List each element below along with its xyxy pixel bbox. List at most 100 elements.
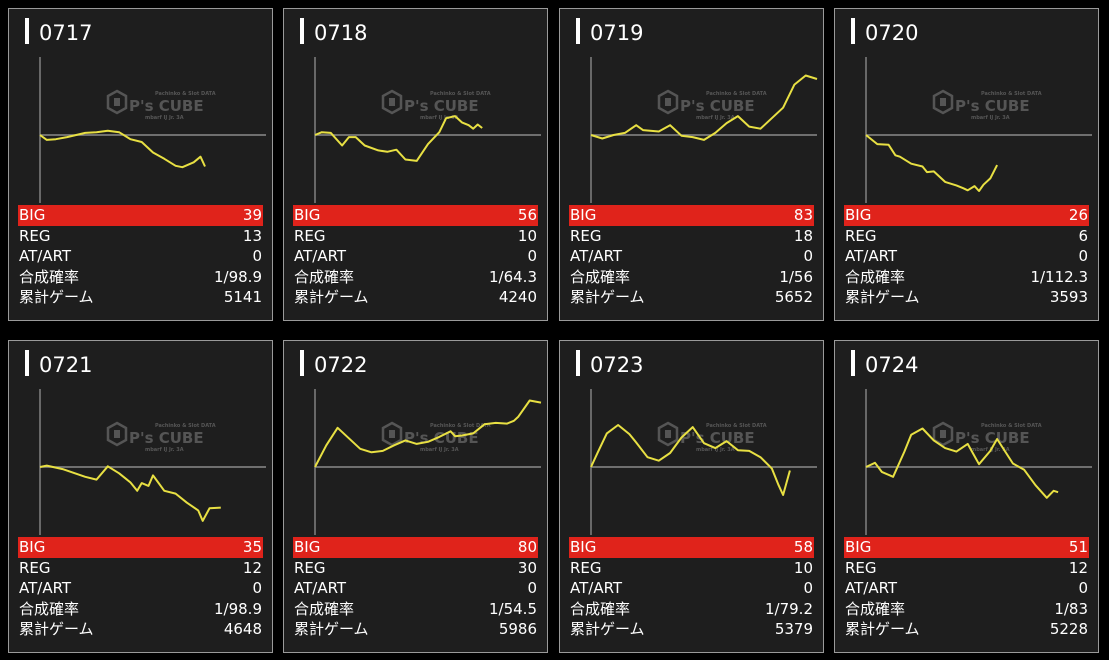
at-art-row: AT/ART 0 bbox=[293, 578, 538, 599]
big-row-label: BIG bbox=[19, 538, 46, 556]
card-title: 0724 bbox=[865, 353, 919, 377]
total-games-row: 累計ゲーム 5228 bbox=[844, 619, 1089, 640]
series-line bbox=[865, 427, 1059, 499]
data-card-7: 0724 Pachinko & Slot DATA P's CUBE mbarf IJ… bbox=[834, 340, 1099, 653]
reg-row-value: 12 bbox=[1068, 558, 1088, 577]
series-line bbox=[590, 74, 818, 141]
at-art-row-label: AT/ART bbox=[570, 579, 623, 598]
stats-table: BIG 26 REG 6 AT/ART 0 合成確率 1/112.3 累計ゲーム 3593 bbox=[844, 205, 1089, 308]
watermark-small-text: Pachinko & Slot DATA bbox=[430, 91, 491, 97]
combined-rate-row-value: 1/98.9 bbox=[214, 267, 262, 286]
big-row: BIG 39 bbox=[18, 205, 263, 226]
total-games-row-value: 4648 bbox=[223, 620, 262, 639]
big-row: BIG 58 bbox=[569, 537, 814, 558]
watermark-small-text: Pachinko & Slot DATA bbox=[981, 91, 1042, 97]
combined-rate-row: 合成確率 1/56 bbox=[569, 267, 814, 288]
big-row-value: 26 bbox=[1068, 206, 1088, 224]
combined-rate-row-value: 1/98.9 bbox=[214, 599, 262, 618]
combined-rate-row-label: 合成確率 bbox=[294, 599, 355, 618]
watermark-brand-text: P's CUBE bbox=[680, 97, 755, 115]
big-row: BIG 80 bbox=[293, 537, 538, 558]
total-games-row: 累計ゲーム 4648 bbox=[18, 619, 263, 640]
combined-rate-row-value: 1/112.3 bbox=[1030, 267, 1088, 286]
title-marker bbox=[300, 350, 304, 376]
reg-row: REG 10 bbox=[569, 558, 814, 579]
card-title: 0718 bbox=[314, 21, 368, 45]
big-row-value: 58 bbox=[793, 538, 813, 556]
total-games-row: 累計ゲーム 5379 bbox=[569, 619, 814, 640]
watermark-small-text: Pachinko & Slot DATA bbox=[706, 91, 767, 97]
data-card-1: 0718 Pachinko & Slot DATA P's CUBE mbarf IJ… bbox=[283, 8, 548, 321]
cube-icon-core bbox=[114, 430, 120, 438]
cube-icon-core bbox=[940, 430, 946, 438]
reg-row-label: REG bbox=[570, 226, 602, 245]
stats-table: BIG 83 REG 18 AT/ART 0 合成確率 1/56 累計ゲーム 5652 bbox=[569, 205, 814, 308]
big-row-label: BIG bbox=[845, 206, 872, 224]
at-art-row-label: AT/ART bbox=[570, 247, 623, 266]
at-art-row: AT/ART 0 bbox=[844, 578, 1089, 599]
reg-row-value: 13 bbox=[242, 226, 262, 245]
total-games-row: 累計ゲーム 5652 bbox=[569, 287, 814, 308]
big-row-label: BIG bbox=[570, 538, 597, 556]
total-games-row-label: 累計ゲーム bbox=[19, 288, 94, 307]
combined-rate-row: 合成確率 1/98.9 bbox=[18, 599, 263, 620]
watermark-sub-text: mbarf IJ Jr. 3A bbox=[696, 115, 735, 121]
cube-icon-core bbox=[389, 98, 395, 106]
card-title: 0717 bbox=[39, 21, 93, 45]
stats-table: BIG 51 REG 12 AT/ART 0 合成確率 1/83 累計ゲーム 5228 bbox=[844, 537, 1089, 640]
combined-rate-row: 合成確率 1/79.2 bbox=[569, 599, 814, 620]
big-row-value: 35 bbox=[242, 538, 262, 556]
card-title: 0722 bbox=[314, 353, 368, 377]
big-row-label: BIG bbox=[845, 538, 872, 556]
watermark-sub-text: mbarf IJ Jr. 3A bbox=[420, 115, 459, 121]
cube-icon-core bbox=[389, 430, 395, 438]
title-marker bbox=[576, 350, 580, 376]
data-card-5: 0722 Pachinko & Slot DATA P's CUBE mbarf IJ… bbox=[283, 340, 548, 653]
title-marker bbox=[851, 350, 855, 376]
big-row-label: BIG bbox=[570, 206, 597, 224]
at-art-row-value: 0 bbox=[527, 579, 537, 598]
total-games-row-value: 5141 bbox=[223, 288, 262, 307]
watermark-small-text: Pachinko & Slot DATA bbox=[155, 91, 216, 97]
card-title: 0723 bbox=[590, 353, 644, 377]
watermark-brand-text: P's CUBE bbox=[129, 97, 204, 115]
data-card-3: 0720 Pachinko & Slot DATA P's CUBE mbarf IJ… bbox=[834, 8, 1099, 321]
stats-table: BIG 58 REG 10 AT/ART 0 合成確率 1/79.2 累計ゲーム 5379 bbox=[569, 537, 814, 640]
at-art-row-value: 0 bbox=[527, 247, 537, 266]
at-art-row-label: AT/ART bbox=[19, 579, 72, 598]
combined-rate-row-value: 1/79.2 bbox=[765, 599, 813, 618]
total-games-row-label: 累計ゲーム bbox=[570, 620, 645, 639]
combined-rate-row-label: 合成確率 bbox=[570, 267, 631, 286]
at-art-row: AT/ART 0 bbox=[18, 578, 263, 599]
watermark-sub-text: mbarf IJ Jr. 3A bbox=[420, 447, 459, 453]
stats-table: BIG 39 REG 13 AT/ART 0 合成確率 1/98.9 累計ゲーム 5141 bbox=[18, 205, 263, 308]
combined-rate-row-value: 1/64.3 bbox=[489, 267, 537, 286]
cube-icon-core bbox=[665, 430, 671, 438]
watermark-brand-text: P's CUBE bbox=[955, 97, 1030, 115]
total-games-row-label: 累計ゲーム bbox=[294, 288, 369, 307]
card-title: 0721 bbox=[39, 353, 93, 377]
stats-table: BIG 56 REG 10 AT/ART 0 合成確率 1/64.3 累計ゲーム 4240 bbox=[293, 205, 538, 308]
series-line bbox=[314, 115, 483, 162]
cube-icon bbox=[657, 89, 679, 115]
watermark-small-text: Pachinko & Slot DATA bbox=[155, 423, 216, 429]
series-line bbox=[590, 424, 791, 496]
at-art-row: AT/ART 0 bbox=[293, 246, 538, 267]
watermark-small-text: Pachinko & Slot DATA bbox=[706, 423, 767, 429]
at-art-row-value: 0 bbox=[1078, 579, 1088, 598]
total-games-row-value: 5652 bbox=[774, 288, 813, 307]
reg-row: REG 18 bbox=[569, 226, 814, 247]
combined-rate-row-label: 合成確率 bbox=[845, 599, 906, 618]
big-row: BIG 26 bbox=[844, 205, 1089, 226]
reg-row: REG 6 bbox=[844, 226, 1089, 247]
reg-row-label: REG bbox=[845, 226, 877, 245]
